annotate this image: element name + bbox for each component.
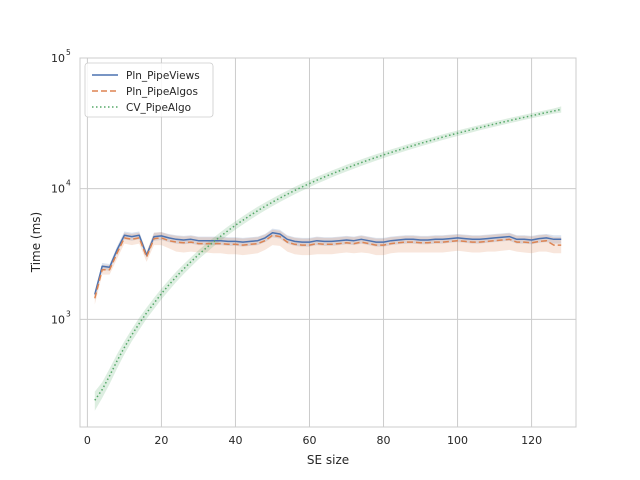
y-tick-exponent: 5 <box>66 48 71 57</box>
x-tick-label: 120 <box>521 434 542 447</box>
y-tick-label: 10 <box>51 183 65 196</box>
x-tick-label: 100 <box>447 434 468 447</box>
legend: Pln_PipeViews Pln_PipeAlgos CV_PipeAlgo <box>84 62 214 118</box>
y-axis-label: Time (ms) <box>29 212 43 274</box>
legend-label: Pln_PipeViews <box>126 70 200 82</box>
confidence-bands <box>94 106 562 411</box>
line-Pln_PipeViews <box>94 231 562 295</box>
legend-frame <box>84 62 214 118</box>
x-tick-label: 20 <box>154 434 168 447</box>
x-tick-label: 40 <box>228 434 242 447</box>
y-tick-exponent: 4 <box>66 179 71 188</box>
y-tick-exponent: 3 <box>66 309 71 318</box>
line-CV_PipeAlgo <box>94 108 562 401</box>
grid <box>80 57 576 427</box>
plot-area <box>79 57 577 428</box>
y-tick-label: 10 <box>51 313 65 326</box>
series-lines <box>94 108 562 401</box>
x-tick-label: 0 <box>84 434 91 447</box>
x-tick-label: 80 <box>377 434 391 447</box>
line-Pln_PipeAlgos <box>94 234 562 299</box>
band-Pln_PipeViews <box>94 228 562 299</box>
x-axis-label: SE size <box>307 453 349 467</box>
y-tick-label: 10 <box>51 52 65 65</box>
x-tick-label: 60 <box>302 434 316 447</box>
legend-label: CV_PipeAlgo <box>126 102 191 114</box>
legend-label: Pln_PipeAlgos <box>126 86 198 98</box>
band-Pln_PipeAlgos <box>94 229 562 305</box>
x-tick-labels: 0 20 40 60 80 100 120 <box>84 434 542 447</box>
